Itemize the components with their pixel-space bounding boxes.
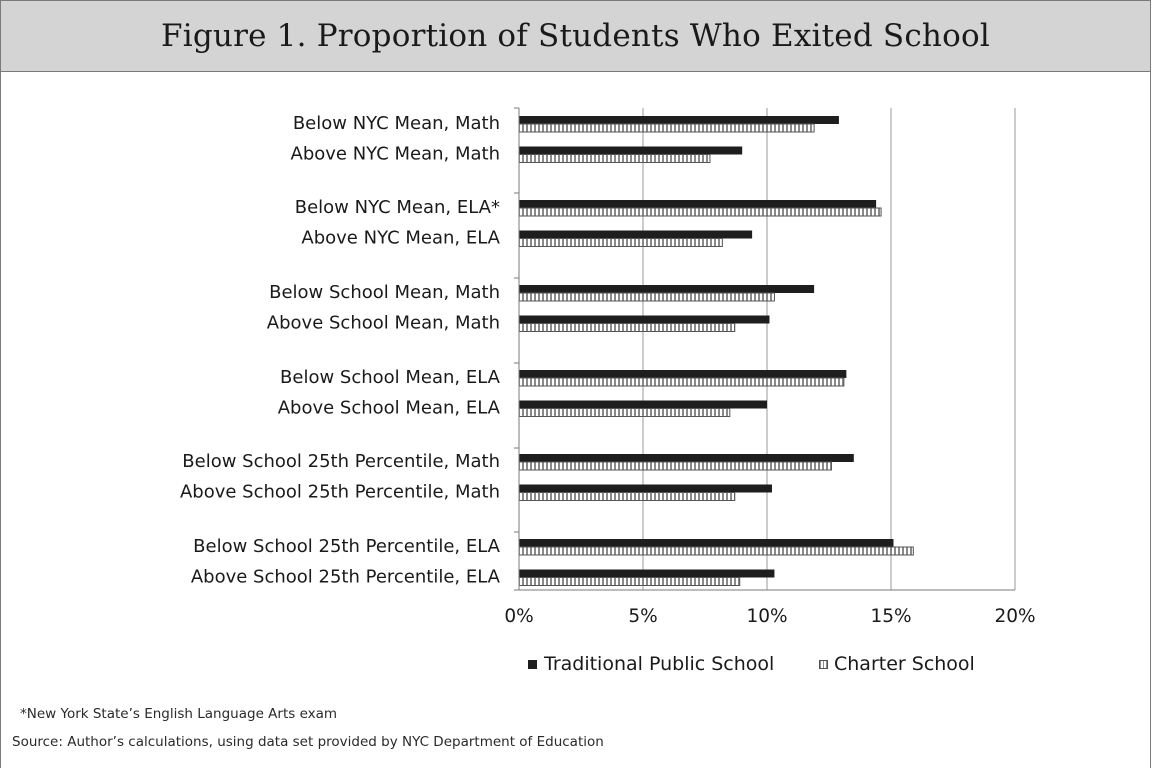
bar-charter-2 (518, 207, 882, 217)
bar-traditional-10 (519, 539, 894, 547)
legend-swatch-charter (819, 660, 828, 669)
x-tick-label-3: 15% (870, 606, 911, 627)
category-label-4: Below School Mean, Math (269, 282, 500, 303)
category-label-8: Below School 25th Percentile, Math (182, 451, 500, 472)
source-note: Source: Author’s calculations, using dat… (12, 734, 604, 750)
chart-title: Figure 1. Proportion of Students Who Exi… (161, 18, 990, 54)
category-label-9: Above School 25th Percentile, Math (180, 482, 500, 503)
category-label-3: Above NYC Mean, ELA (301, 228, 500, 249)
bar-traditional-4 (519, 285, 815, 293)
title-bar: Figure 1. Proportion of Students Who Exi… (1, 1, 1150, 72)
bar-charter-6 (518, 377, 845, 387)
bar-charter-1 (518, 154, 711, 163)
x-tick-label-1: 5% (628, 606, 657, 627)
legend-swatch-traditional (528, 660, 537, 669)
x-tick-label-4: 20% (994, 606, 1035, 627)
bar-charter-7 (518, 408, 731, 417)
legend-label-charter: Charter School (834, 653, 975, 675)
category-label-2: Below NYC Mean, ELA* (295, 197, 500, 218)
bar-traditional-3 (519, 230, 753, 239)
bar-traditional-11 (519, 569, 775, 578)
bar-charter-3 (518, 238, 723, 247)
category-label-1: Above NYC Mean, Math (291, 144, 500, 165)
bar-traditional-8 (519, 454, 854, 462)
legend-label-traditional: Traditional Public School (543, 653, 774, 675)
x-tick-label-2: 10% (746, 606, 787, 627)
category-label-7: Above School Mean, ELA (278, 398, 501, 419)
bar-traditional-7 (519, 400, 767, 409)
bar-charter-4 (518, 292, 775, 302)
bar-charter-0 (518, 123, 815, 133)
category-label-11: Above School 25th Percentile, ELA (191, 567, 501, 588)
bar-traditional-1 (519, 146, 743, 155)
bar-traditional-5 (519, 315, 770, 324)
bar-traditional-6 (519, 370, 847, 378)
bar-traditional-9 (519, 484, 772, 493)
bar-charter-10 (518, 546, 914, 556)
bar-charter-8 (518, 461, 832, 471)
bar-traditional-0 (519, 116, 839, 124)
bar-charter-11 (518, 577, 741, 586)
category-label-10: Below School 25th Percentile, ELA (193, 536, 501, 557)
category-label-6: Below School Mean, ELA (280, 367, 501, 388)
bar-traditional-2 (519, 200, 877, 208)
category-label-0: Below NYC Mean, Math (293, 113, 500, 134)
category-label-5: Above School Mean, Math (267, 313, 500, 334)
footnote: *New York State’s English Language Arts … (20, 706, 338, 722)
x-tick-label-0: 0% (504, 606, 533, 627)
bar-charter-5 (518, 323, 736, 332)
bar-charter-9 (518, 492, 736, 501)
